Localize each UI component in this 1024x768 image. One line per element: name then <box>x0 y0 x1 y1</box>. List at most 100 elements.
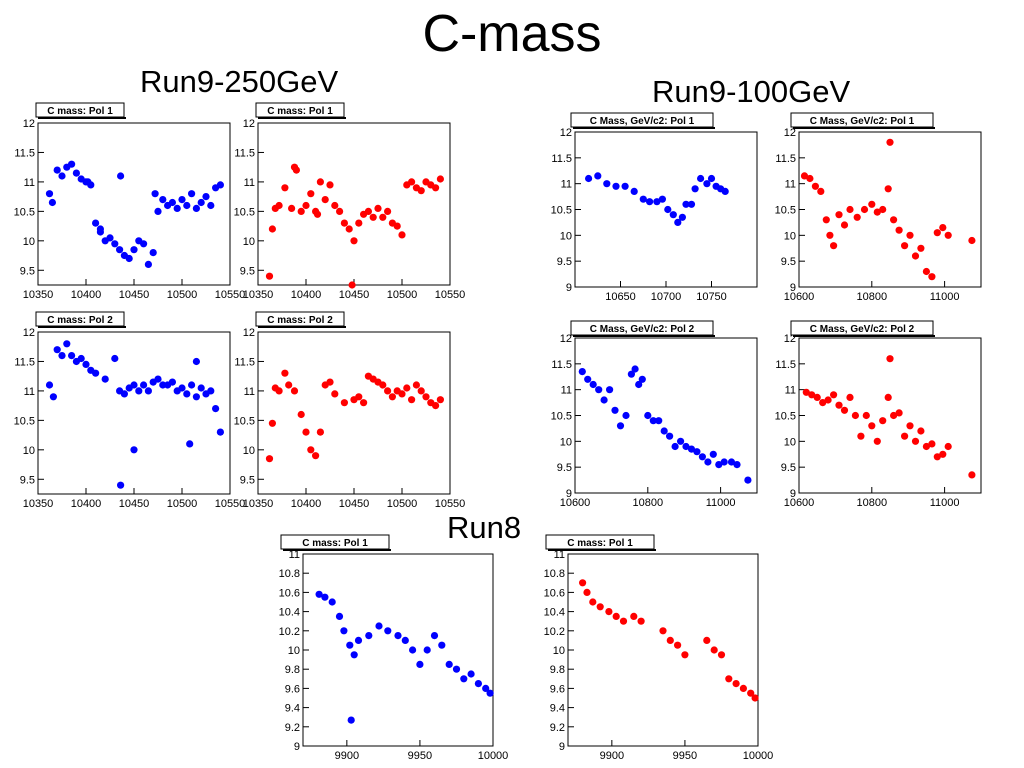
data-point <box>281 184 289 192</box>
x-tick-label: 10400 <box>291 289 322 301</box>
data-point <box>830 391 838 399</box>
data-point <box>732 680 740 688</box>
data-point <box>674 641 682 649</box>
x-tick-label: 9900 <box>335 750 359 762</box>
y-tick-label: 11.5 <box>551 153 572 165</box>
x-tick-label: 11000 <box>930 291 960 303</box>
data-point <box>635 380 643 389</box>
data-point <box>589 598 597 606</box>
data-point <box>77 354 85 363</box>
x-tick-label: 10450 <box>119 289 150 301</box>
data-point <box>285 381 293 389</box>
y-tick-label: 10 <box>23 236 35 248</box>
data-point <box>725 675 733 683</box>
data-point <box>873 437 881 445</box>
data-point <box>589 380 597 389</box>
data-point <box>355 219 363 227</box>
data-point <box>436 175 444 183</box>
x-tick-label: 10600 <box>784 497 815 509</box>
data-point <box>884 393 892 401</box>
y-tick-label: 11.5 <box>14 356 35 368</box>
data-point <box>326 181 334 189</box>
data-point <box>616 422 625 430</box>
data-point <box>860 205 869 214</box>
y-tick-label: 11 <box>561 385 572 397</box>
data-point <box>186 440 194 448</box>
y-tick-label: 9 <box>790 488 796 500</box>
plot-frame <box>798 337 982 494</box>
data-point <box>886 138 894 146</box>
plot-run8-pol1-blue: C mass: Pol 1 9 9.2 9.4 9.6 9.8 10 10.2 10.4 10.6… <box>245 532 508 762</box>
y-tick-label: 11 <box>24 386 35 398</box>
data-point <box>822 216 830 224</box>
data-point <box>739 684 747 692</box>
y-tick-label: 11 <box>785 385 796 397</box>
data-point <box>432 184 440 192</box>
x-tick-label: 10750 <box>696 291 727 303</box>
plot-frame <box>37 331 231 495</box>
x-tick-label: 10350 <box>243 289 274 301</box>
plot-svg: C mass: Pol 1 9.5 10 10.5 11 11.5 12 10350 10400… <box>14 102 245 301</box>
data-point <box>417 187 425 195</box>
plot-title-shadow <box>283 549 391 551</box>
y-tick-label: 10 <box>243 445 255 457</box>
data-point <box>149 249 157 257</box>
data-point <box>928 273 936 281</box>
y-tick-label: 9.5 <box>240 474 255 486</box>
data-point <box>622 411 630 420</box>
data-point <box>403 384 411 392</box>
data-point <box>619 617 628 625</box>
data-point <box>862 411 870 420</box>
plot-frame <box>567 553 759 747</box>
data-point <box>408 178 416 186</box>
data-point <box>423 646 431 654</box>
y-tick-label: 9.8 <box>550 664 565 676</box>
data-point <box>868 200 876 208</box>
y-tick-label: 9.2 <box>550 722 565 734</box>
plot-title: C Mass, GeV/c2: Pol 1 <box>810 116 915 127</box>
y-tick-label: 10.6 <box>544 587 565 599</box>
y-tick-label: 9.4 <box>550 703 565 715</box>
data-point <box>354 636 363 644</box>
plot-title: C mass: Pol 1 <box>567 538 633 549</box>
data-point <box>302 201 310 210</box>
data-point <box>733 461 741 469</box>
data-point <box>630 187 638 195</box>
data-point <box>806 174 814 183</box>
y-tick-label: 11 <box>244 177 255 189</box>
data-point <box>130 381 138 389</box>
data-point <box>388 393 396 401</box>
data-point <box>111 354 119 363</box>
data-point <box>669 211 677 219</box>
data-point <box>348 281 356 289</box>
x-tick-label: 10800 <box>857 497 888 509</box>
plot-svg: C mass: Pol 1 9 9.2 9.4 9.6 9.8 10 10.2 10.4 10.6… <box>544 534 773 762</box>
data-point <box>721 187 729 195</box>
data-point <box>835 211 843 219</box>
data-point <box>360 399 368 407</box>
data-point <box>819 399 827 407</box>
data-point <box>906 422 914 430</box>
data-point <box>125 254 133 263</box>
y-tick-label: 10.5 <box>775 411 796 423</box>
y-tick-label: 10.5 <box>775 205 796 217</box>
data-point <box>445 660 453 668</box>
data-point <box>452 665 461 673</box>
data-point <box>290 387 299 395</box>
data-point <box>68 160 76 168</box>
data-point <box>606 386 614 394</box>
data-point <box>890 411 898 420</box>
data-point <box>846 205 854 214</box>
y-tick-label: 9 <box>566 282 572 294</box>
plot-title-shadow <box>38 326 126 328</box>
data-point <box>92 219 100 227</box>
data-point <box>347 716 355 724</box>
data-point <box>747 689 755 697</box>
data-point <box>197 384 205 392</box>
data-point <box>744 476 752 484</box>
x-tick-label: 10450 <box>119 498 150 510</box>
data-point <box>321 593 329 601</box>
y-tick-label: 10 <box>560 436 572 448</box>
data-point <box>268 419 276 427</box>
y-tick-label: 10.5 <box>551 411 572 423</box>
